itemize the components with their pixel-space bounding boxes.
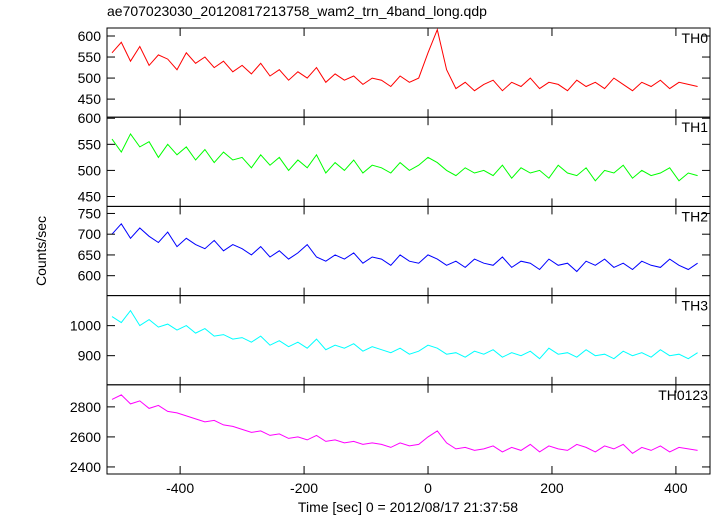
y-tick-label: 550 bbox=[78, 49, 102, 65]
panel-frame bbox=[106, 27, 711, 118]
y-tick-label: 750 bbox=[78, 205, 102, 221]
data-line bbox=[111, 309, 698, 360]
y-tick-label: 700 bbox=[78, 226, 102, 242]
y-tick-label: 900 bbox=[78, 348, 102, 364]
y-tick-label: 1000 bbox=[70, 318, 101, 334]
panel-label: TH2 bbox=[682, 208, 709, 224]
y-tick-label: 2400 bbox=[70, 459, 101, 475]
y-tick-label: 2600 bbox=[70, 429, 101, 445]
y-axis-label: Counts/sec bbox=[33, 216, 49, 286]
x-tick-label: 400 bbox=[664, 480, 688, 496]
x-tick-label: 200 bbox=[540, 480, 564, 496]
y-tick-label: 500 bbox=[78, 70, 102, 86]
data-line bbox=[111, 132, 698, 182]
y-tick-label: 600 bbox=[78, 28, 102, 44]
panel-label: TH3 bbox=[682, 298, 709, 314]
data-line bbox=[111, 28, 698, 92]
x-tick-label: -400 bbox=[166, 480, 194, 496]
panel-label: TH0 bbox=[682, 30, 709, 46]
panel-frame bbox=[106, 295, 711, 386]
y-tick-label: 450 bbox=[78, 188, 102, 204]
y-tick-label: 650 bbox=[78, 247, 102, 263]
y-tick-label: 600 bbox=[78, 268, 102, 284]
panel-label: TH1 bbox=[682, 119, 709, 135]
data-line bbox=[111, 222, 698, 273]
panel-label: TH0123 bbox=[658, 387, 708, 403]
x-tick-label: 0 bbox=[424, 480, 432, 496]
chart-title: ae707023030_20120817213758_wam2_trn_4ban… bbox=[107, 3, 487, 19]
y-tick-label: 500 bbox=[78, 162, 102, 178]
data-line bbox=[111, 394, 698, 455]
panel-frame bbox=[106, 384, 711, 475]
x-tick-label: -200 bbox=[290, 480, 318, 496]
panel-frame bbox=[106, 205, 711, 297]
y-tick-label: 550 bbox=[78, 136, 102, 152]
y-tick-label: 600 bbox=[78, 110, 102, 126]
y-tick-label: 2800 bbox=[70, 399, 101, 415]
panel-frame bbox=[106, 116, 711, 207]
x-axis-label: Time [sec] 0 = 2012/08/17 21:37:58 bbox=[298, 499, 518, 515]
y-tick-label: 450 bbox=[78, 91, 102, 107]
